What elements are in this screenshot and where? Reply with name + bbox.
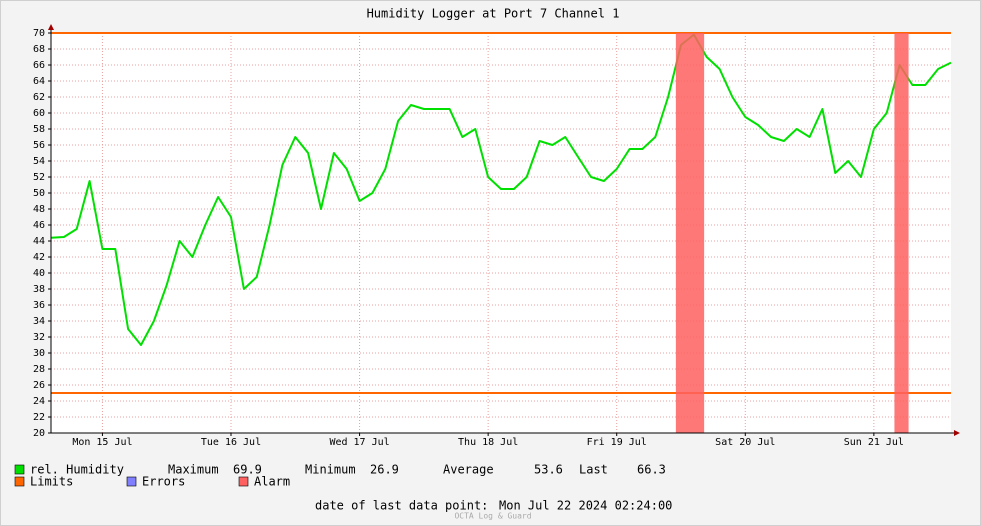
x-tick-label: Wed 17 Jul <box>329 437 389 448</box>
y-tick-label: 26 <box>33 380 45 391</box>
legend-swatch <box>14 476 25 487</box>
x-tick-label: Sun 21 Jul <box>844 437 904 448</box>
y-tick-label: 32 <box>33 332 45 343</box>
y-tick-label: 68 <box>33 44 45 55</box>
plot-area <box>51 33 951 433</box>
axes: 20 22 24 26 28 30 32 34 36 38 40 42 44 46 48 50 52 54 56 58… <box>33 24 960 448</box>
y-tick-label: 50 <box>33 188 45 199</box>
y-tick-label: 48 <box>33 204 45 215</box>
legend: rel. Humidity Limits Errors Alarm Maximu… <box>14 463 666 489</box>
y-tick-label: 34 <box>33 316 45 327</box>
stat-value: 53.6 <box>534 463 563 477</box>
x-arrow <box>954 430 960 436</box>
stat-label: Last <box>579 463 608 477</box>
legend-swatch <box>14 464 25 475</box>
y-tick-label: 42 <box>33 252 45 263</box>
y-tick-label: 38 <box>33 284 45 295</box>
y-tick-label: 44 <box>33 236 45 247</box>
x-tick-label: Tue 16 Jul <box>201 437 261 448</box>
footer-label: date of last data point: <box>315 499 488 513</box>
y-tick-label: 64 <box>33 76 45 87</box>
y-tick-label: 70 <box>33 28 45 39</box>
chart-title: Humidity Logger at Port 7 Channel 1 <box>367 7 620 21</box>
alarm-band <box>675 33 705 433</box>
y-tick-label: 62 <box>33 92 45 103</box>
x-tick-label: Thu 18 Jul <box>458 437 518 448</box>
stat-label: Maximum <box>168 463 219 477</box>
y-tick-label: 20 <box>33 428 45 439</box>
y-tick-label: 52 <box>33 172 45 183</box>
x-tick-label: Mon 15 Jul <box>72 437 132 448</box>
y-tick-label: 28 <box>33 364 45 375</box>
x-tick-label: Sat 20 Jul <box>715 437 775 448</box>
y-tick-label: 24 <box>33 396 45 407</box>
legend-swatch <box>238 476 249 487</box>
legend-swatch <box>126 476 137 487</box>
legend-label: rel. Humidity <box>30 463 124 477</box>
plot <box>50 32 952 433</box>
y-arrow <box>48 24 54 30</box>
y-tick-label: 36 <box>33 300 45 311</box>
footer-value: Mon Jul 22 2024 02:24:00 <box>499 499 672 513</box>
watermark: OCTA Log & Guard <box>454 512 531 521</box>
stat-label: Minimum <box>305 463 356 477</box>
stat-value: 66.3 <box>637 463 666 477</box>
y-tick-label: 30 <box>33 348 45 359</box>
y-tick-label: 66 <box>33 60 45 71</box>
y-tick-label: 46 <box>33 220 45 231</box>
x-tick-label: Fri 19 Jul <box>587 437 647 448</box>
data-line <box>50 33 952 346</box>
stat-value: 26.9 <box>370 463 399 477</box>
y-tick-label: 60 <box>33 108 45 119</box>
y-tick-label: 22 <box>33 412 45 423</box>
legend-label: Limits <box>30 475 73 489</box>
stat-value: 69.9 <box>233 463 262 477</box>
legend-label: Errors <box>142 475 185 489</box>
legend-label: Alarm <box>254 475 290 489</box>
alarm-band <box>894 33 909 433</box>
y-tick-label: 54 <box>33 156 45 167</box>
stat-label: Average <box>443 463 494 477</box>
y-tick-label: 56 <box>33 140 45 151</box>
y-tick-label: 58 <box>33 124 45 135</box>
y-tick-label: 40 <box>33 268 45 279</box>
